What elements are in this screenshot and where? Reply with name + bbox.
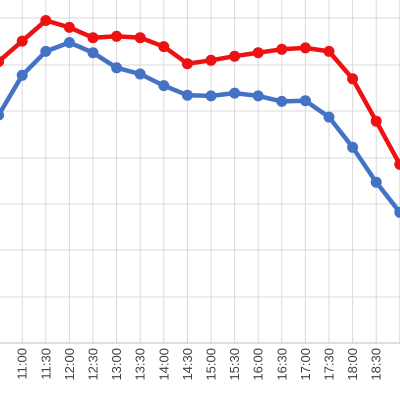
data-point: [347, 73, 359, 85]
x-tick-label: 17:30: [322, 348, 337, 381]
data-point: [299, 42, 311, 54]
data-point: [347, 141, 359, 153]
series-1: [0, 15, 400, 170]
x-tick-label: 12:30: [86, 348, 101, 381]
series-2: [0, 37, 400, 218]
data-point: [16, 35, 28, 47]
x-tick-label: 14:30: [180, 348, 195, 381]
data-point: [323, 111, 335, 123]
data-point: [87, 47, 99, 59]
data-point: [0, 109, 5, 121]
x-tick-label: 12:00: [62, 348, 77, 381]
data-point: [394, 158, 400, 170]
x-axis-tick-labels: 11:00 11:30 12:00 12:30 13:00 13:30 14:00 14:30…: [15, 348, 384, 381]
data-point: [87, 32, 99, 44]
data-point: [63, 37, 75, 48]
x-tick-label: 11:00: [15, 348, 30, 380]
x-tick-label: 13:00: [109, 348, 124, 381]
data-point: [40, 15, 52, 26]
horizontal-gridlines: [0, 17, 400, 298]
data-point: [181, 89, 193, 101]
data-point: [229, 87, 241, 99]
x-tick-label: 11:30: [38, 348, 53, 380]
series-layer: [0, 15, 400, 218]
data-point: [299, 95, 311, 107]
data-point: [158, 80, 170, 92]
x-tick-label: 15:30: [227, 348, 242, 381]
data-point: [111, 62, 123, 74]
x-tick-label: 14:00: [156, 348, 171, 381]
series-line: [0, 18, 400, 166]
x-tick-label: 16:30: [274, 348, 289, 381]
x-tick-label: 16:00: [251, 348, 266, 381]
data-point: [394, 206, 400, 218]
data-point: [0, 56, 5, 67]
data-point: [370, 115, 382, 127]
data-point: [134, 68, 146, 80]
data-point: [40, 45, 52, 57]
data-point: [276, 43, 288, 55]
x-tick-label: 15:00: [204, 348, 219, 381]
data-point: [252, 47, 264, 59]
data-point: [205, 54, 217, 66]
data-point: [158, 41, 170, 53]
data-point: [205, 90, 217, 102]
data-point: [370, 176, 382, 188]
data-point: [323, 45, 335, 57]
data-point: [276, 95, 288, 107]
x-tick-label: 13:30: [133, 348, 148, 381]
data-point: [16, 69, 28, 81]
data-point: [252, 90, 264, 102]
data-point: [63, 21, 75, 33]
data-point: [134, 32, 146, 44]
x-tick-label: 18:30: [369, 348, 384, 381]
vertical-gridlines: [21, 0, 400, 343]
data-point: [229, 50, 241, 62]
data-point: [111, 30, 123, 42]
x-tick-label: 18:00: [345, 348, 360, 381]
series-line: [0, 40, 400, 214]
data-point: [181, 58, 193, 70]
x-tick-label: 17:00: [298, 348, 313, 381]
